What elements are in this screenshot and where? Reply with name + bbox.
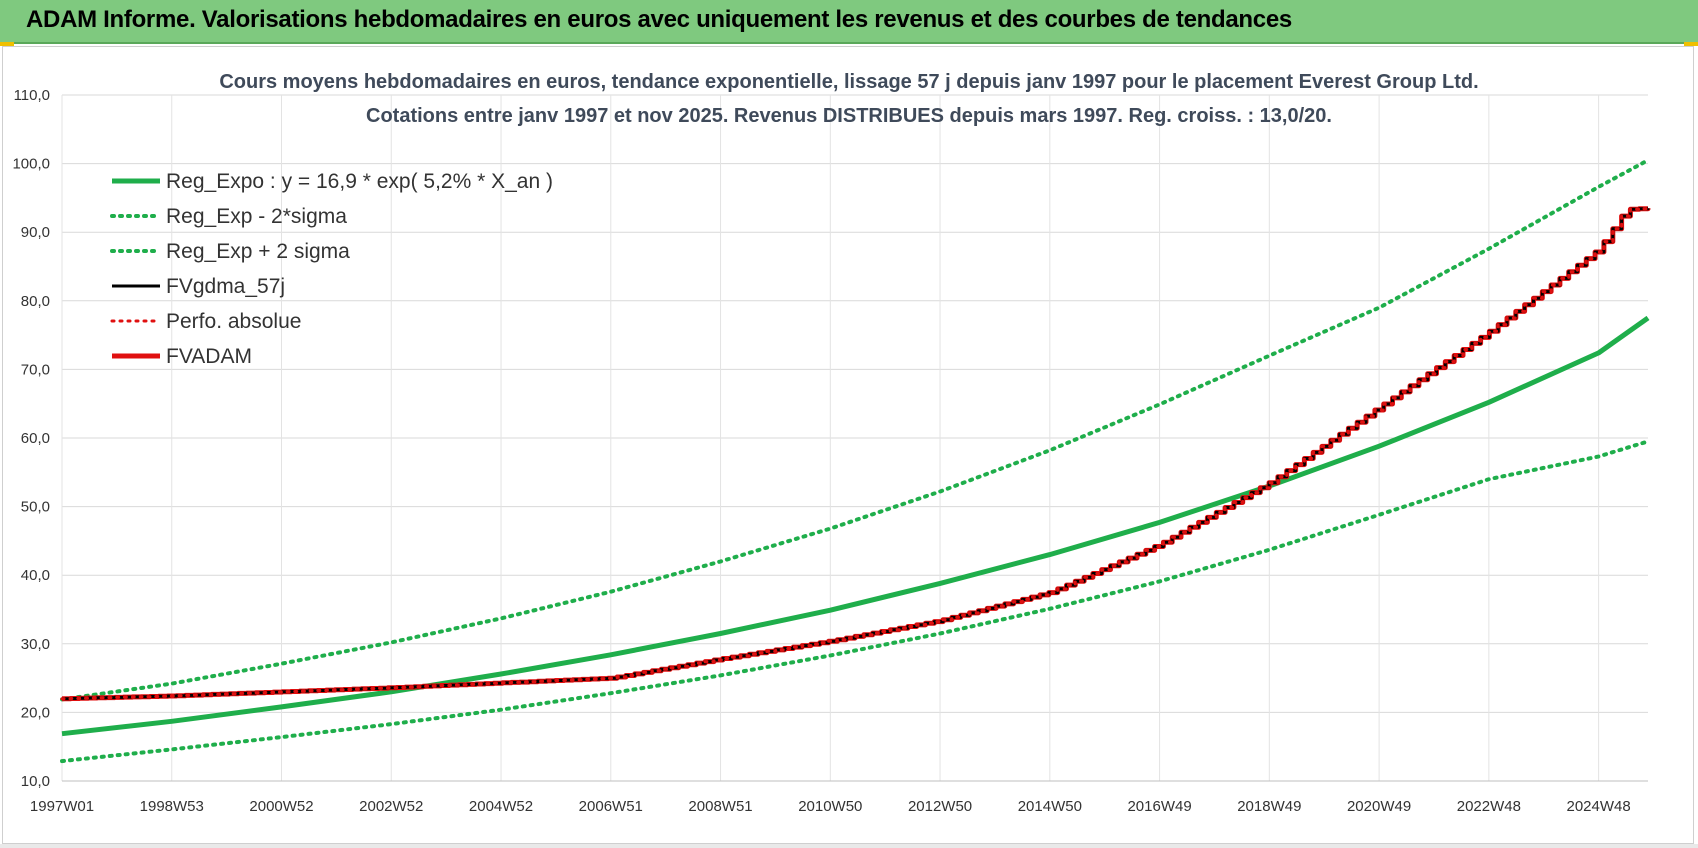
- legend-label: Reg_Exp - 2*sigma: [166, 205, 347, 228]
- header-corner-left: [0, 42, 14, 46]
- legend-label: Reg_Expo : y = 16,9 * exp( 5,2% * X_an ): [166, 170, 553, 193]
- series-line-2: [60, 158, 1650, 702]
- x-tick-label: 2014W50: [1018, 798, 1082, 815]
- x-tick-label: 2022W48: [1457, 798, 1521, 815]
- x-tick-label: 2006W51: [579, 798, 643, 815]
- legend-label: FVADAM: [166, 345, 252, 368]
- y-tick-label: 90,0: [21, 224, 50, 241]
- y-tick-label: 10,0: [21, 773, 50, 790]
- x-tick-label: 2020W49: [1347, 798, 1411, 815]
- series-line-1: [60, 439, 1650, 764]
- x-tick-label: 2000W52: [249, 798, 313, 815]
- x-tick-label: 2018W49: [1237, 798, 1301, 815]
- x-tick-label: 2010W50: [798, 798, 862, 815]
- y-tick-label: 110,0: [14, 87, 50, 104]
- series-line-4: [60, 206, 1650, 701]
- x-tick-label: 2012W50: [908, 798, 972, 815]
- series-line-0: [61, 315, 1650, 737]
- y-tick-label: 80,0: [21, 293, 50, 310]
- y-tick-label: 30,0: [21, 636, 50, 653]
- report-title: ADAM Informe. Valorisations hebdomadaire…: [26, 6, 1292, 33]
- y-tick-label: 100,0: [12, 156, 50, 173]
- report-header: ADAM Informe. Valorisations hebdomadaire…: [0, 0, 1698, 44]
- y-tick-label: 60,0: [21, 430, 50, 447]
- x-tick-label: 1998W53: [140, 798, 204, 815]
- chart-title-line-1: Cours moyens hebdomadaires en euros, ten…: [219, 71, 1479, 93]
- chart-title-line-2: Cotations entre janv 1997 et nov 2025. R…: [366, 105, 1332, 127]
- y-tick-label: 40,0: [21, 567, 50, 584]
- header-corner-right: [1684, 42, 1698, 46]
- x-tick-label: 2008W51: [688, 798, 752, 815]
- x-tick-label: 1997W01: [30, 798, 94, 815]
- x-tick-label: 2016W49: [1127, 798, 1191, 815]
- x-tick-label: 2024W48: [1566, 798, 1630, 815]
- legend-label: Perfo. absolue: [166, 310, 301, 333]
- legend-label: Reg_Exp + 2 sigma: [166, 240, 350, 263]
- y-tick-label: 50,0: [21, 499, 50, 516]
- legend-label: FVgdma_57j: [166, 275, 285, 298]
- x-tick-label: 2002W52: [359, 798, 423, 815]
- y-tick-label: 20,0: [21, 704, 50, 721]
- x-tick-label: 2004W52: [469, 798, 533, 815]
- chart-frame: [2, 46, 1694, 844]
- series-line-3: [62, 207, 1650, 701]
- bottom-strip: [0, 844, 1698, 848]
- y-tick-label: 70,0: [21, 361, 50, 378]
- series-line-5: [62, 206, 1651, 702]
